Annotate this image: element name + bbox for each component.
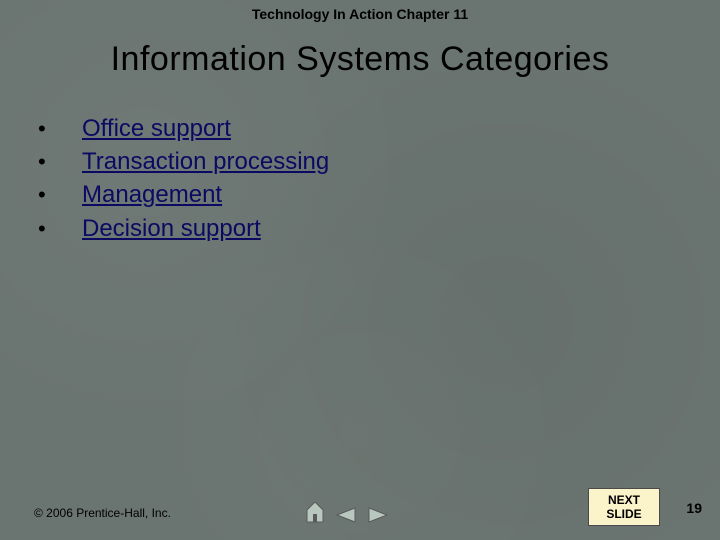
- link-office-support[interactable]: Office support: [82, 113, 231, 144]
- previous-icon[interactable]: [335, 506, 357, 524]
- chapter-header: Technology In Action Chapter 11: [0, 0, 720, 22]
- page-number: 19: [686, 500, 702, 516]
- link-decision-support[interactable]: Decision support: [82, 213, 261, 244]
- bullet-list: • Office support • Transaction processin…: [38, 113, 720, 244]
- link-management[interactable]: Management: [82, 179, 222, 210]
- bullet-dot: •: [38, 115, 82, 144]
- list-item: • Management: [38, 179, 720, 210]
- bullet-dot: •: [38, 148, 82, 177]
- next-slide-label: NEXTSLIDE: [606, 493, 641, 522]
- slide-title: Information Systems Categories: [0, 40, 720, 79]
- copyright-text: © 2006 Prentice-Hall, Inc.: [34, 506, 171, 520]
- nav-icon-group: [305, 500, 389, 524]
- list-item: • Decision support: [38, 213, 720, 244]
- bullet-dot: •: [38, 181, 82, 210]
- next-icon[interactable]: [367, 506, 389, 524]
- list-item: • Office support: [38, 113, 720, 144]
- list-item: • Transaction processing: [38, 146, 720, 177]
- bullet-dot: •: [38, 215, 82, 244]
- home-icon[interactable]: [305, 500, 325, 524]
- next-slide-button[interactable]: NEXTSLIDE: [588, 488, 660, 526]
- footer: © 2006 Prentice-Hall, Inc. NEXTSLIDE 19: [0, 486, 720, 526]
- link-transaction-processing[interactable]: Transaction processing: [82, 146, 329, 177]
